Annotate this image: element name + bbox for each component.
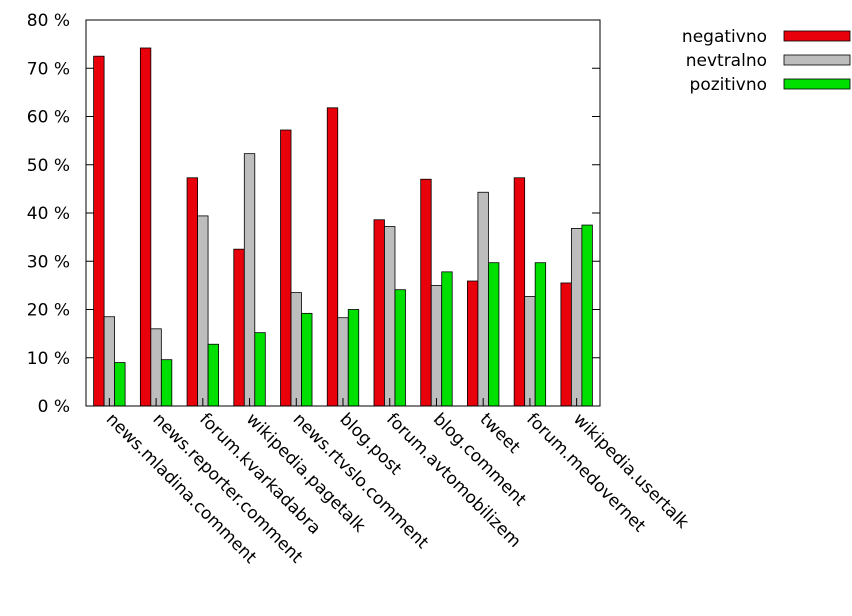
legend-swatch-negativno [783,30,851,42]
bar-nevtralno-6 [384,226,396,407]
y-tick-label: 70 % [27,59,70,79]
bar-negativno-8 [467,280,479,407]
bar-pozitivno-4 [301,312,313,407]
bar-negativno-10 [560,282,572,407]
bar-nevtralno-8 [477,191,489,407]
y-tick-label: 50 % [27,156,70,176]
bar-pozitivno-7 [441,271,453,407]
bar-nevtralno-9 [524,296,536,407]
bars [93,47,593,407]
bar-pozitivno-5 [347,309,360,407]
y-tick-label: 20 % [27,301,70,321]
y-tick-label: 60 % [27,108,70,128]
legend-label-nevtralno: nevtralno [686,51,767,71]
bar-negativno-4 [280,129,292,407]
y-tick-label: 30 % [27,252,70,272]
bar-negativno-5 [326,107,339,407]
bar-pozitivno-9 [534,262,547,407]
bar-pozitivno-8 [488,262,500,407]
bar-nevtralno-10 [570,228,583,407]
bar-negativno-9 [513,177,526,407]
bar-nevtralno-0 [103,316,116,407]
bar-negativno-1 [139,47,152,407]
bar-nevtralno-7 [430,284,443,407]
bar-pozitivno-1 [160,359,173,407]
y-tick-label: 80 % [27,11,70,31]
bar-negativno-2 [186,177,198,407]
y-axis: 0 % 10 % 20 % 30 % 40 % 50 % 60 % 70 % 80 % [27,11,600,417]
legend-label-negativno: negativno [682,27,767,47]
bar-nevtralno-3 [243,153,256,407]
bar-pozitivno-10 [581,224,593,407]
bar-pozitivno-0 [114,362,126,407]
legend-swatch-nevtralno [783,54,851,66]
bar-nevtralno-2 [197,215,209,407]
bar-nevtralno-1 [150,328,162,407]
x-axis-labels: news.mladina.commentnews.reporter.commen… [102,398,693,568]
bar-negativno-3 [233,248,245,407]
legend: negativno nevtralno pozitivno [682,27,851,95]
y-tick-label: 10 % [27,349,70,369]
bar-pozitivno-3 [254,332,266,407]
bar-nevtralno-4 [290,292,302,407]
legend-label-pozitivno: pozitivno [690,75,767,95]
bar-pozitivno-2 [207,343,219,407]
bar-nevtralno-5 [337,317,349,407]
bar-pozitivno-6 [394,289,406,407]
bar-negativno-0 [93,55,105,407]
bar-negativno-6 [373,219,385,407]
legend-swatch-pozitivno [783,78,851,90]
plot-frame [85,19,601,407]
y-tick-label: 0 % [38,397,70,417]
bar-negativno-7 [420,178,432,407]
y-tick-label: 40 % [27,204,70,224]
